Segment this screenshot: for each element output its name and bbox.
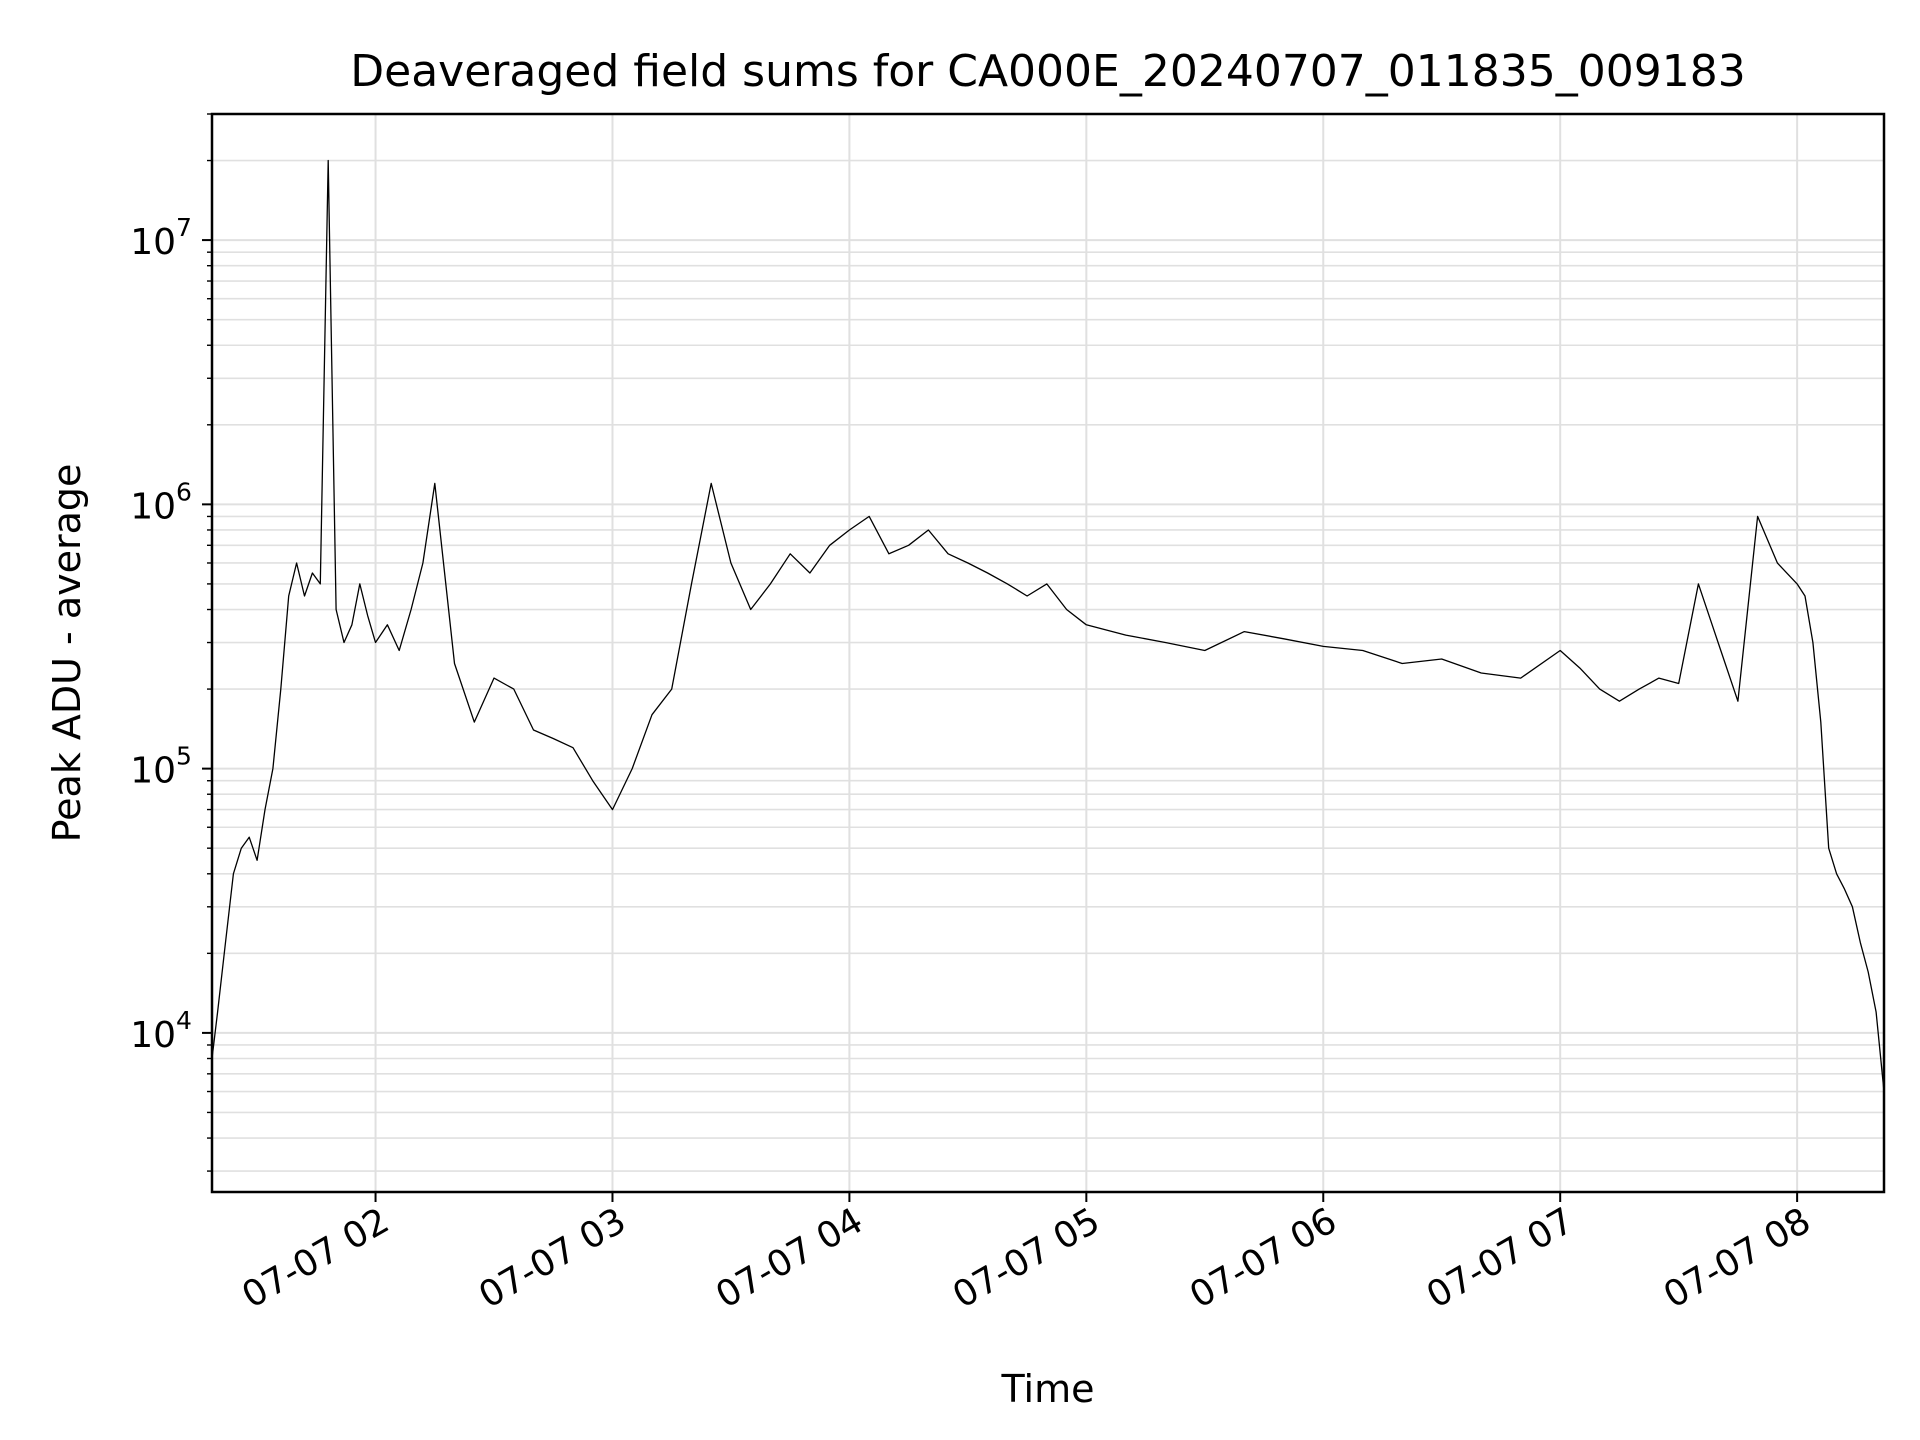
x-tick-label: 07-07 07 (1420, 1200, 1581, 1316)
y-tick-label: 10 (130, 486, 176, 527)
plot-frame (210, 112, 1886, 1194)
x-tick-label: 07-07 02 (235, 1200, 396, 1316)
grid-layer (212, 113, 1884, 1192)
y-tick-label: 10 (130, 1015, 176, 1056)
x-tick-label: 07-07 05 (946, 1200, 1107, 1316)
y-tick-exponent: 5 (176, 742, 192, 771)
y-tick-exponent: 6 (176, 477, 192, 506)
tick-layer: 07-07 02 07-07 03 07-07 04 07-07 05 07-07 06… (130, 113, 1818, 1317)
y-tick-exponent: 4 (176, 1006, 192, 1035)
chart-title: Deaveraged field sums for CA000E_2024070… (350, 46, 1745, 97)
y-tick-label: 10 (130, 751, 176, 792)
y-axis-label: Peak ADU - average (45, 464, 89, 843)
x-axis-label: Time (1001, 1367, 1095, 1411)
x-tick-label: 07-07 04 (709, 1200, 870, 1316)
x-tick-label: 07-07 06 (1183, 1200, 1344, 1316)
x-tick-label: 07-07 08 (1657, 1200, 1818, 1316)
y-tick-exponent: 7 (176, 213, 192, 242)
y-tick-label: 10 (130, 222, 176, 263)
x-tick-label: 07-07 03 (472, 1200, 633, 1316)
series-line (211, 159, 1885, 1092)
